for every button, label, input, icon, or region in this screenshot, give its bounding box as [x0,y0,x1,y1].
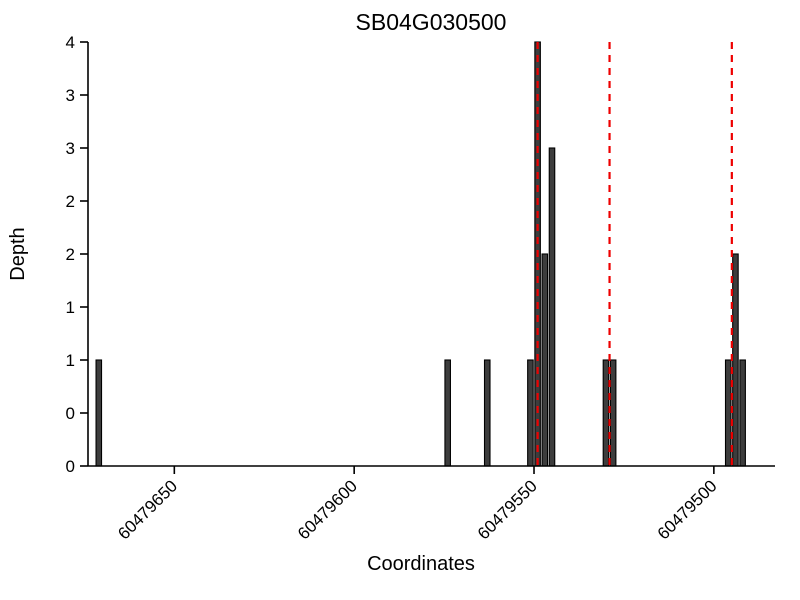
x-tick-label: 60479500 [654,476,721,543]
bars-layer [95,41,746,467]
depth-bar [609,359,617,467]
x-axis-label: Coordinates [367,553,475,575]
y-tick-label: 1 [66,351,75,370]
x-tick-label: 60479650 [114,476,181,543]
depth-bar [444,359,451,467]
depth-bar [724,359,732,467]
y-axis-label: Depth [7,227,29,280]
y-tick-label: 3 [66,139,75,158]
depth-bar [541,253,549,467]
y-tick-label: 3 [66,86,75,105]
y-tick-label: 1 [66,298,75,317]
y-tick-label: 2 [66,245,75,264]
depth-bar [732,253,739,467]
chart-title: SB04G030500 [356,9,507,35]
depth-bar [527,359,534,467]
depth-bar [483,359,491,467]
depth-bar [739,359,746,467]
marker-lines-layer [536,42,733,466]
x-tick-label: 60479600 [294,476,361,543]
depth-bar [602,359,610,467]
depth-bar [95,359,103,467]
axes-layer: 0 0 1 1 2 2 3 3 4 60479650 60479600 60479550 6047950… [66,33,775,543]
x-tick-label: 60479550 [474,476,541,543]
depth-bar [548,147,556,467]
y-tick-label: 0 [66,457,75,476]
y-tick-label: 0 [66,404,75,423]
y-tick-label: 2 [66,192,75,211]
y-tick-label: 4 [66,33,75,52]
